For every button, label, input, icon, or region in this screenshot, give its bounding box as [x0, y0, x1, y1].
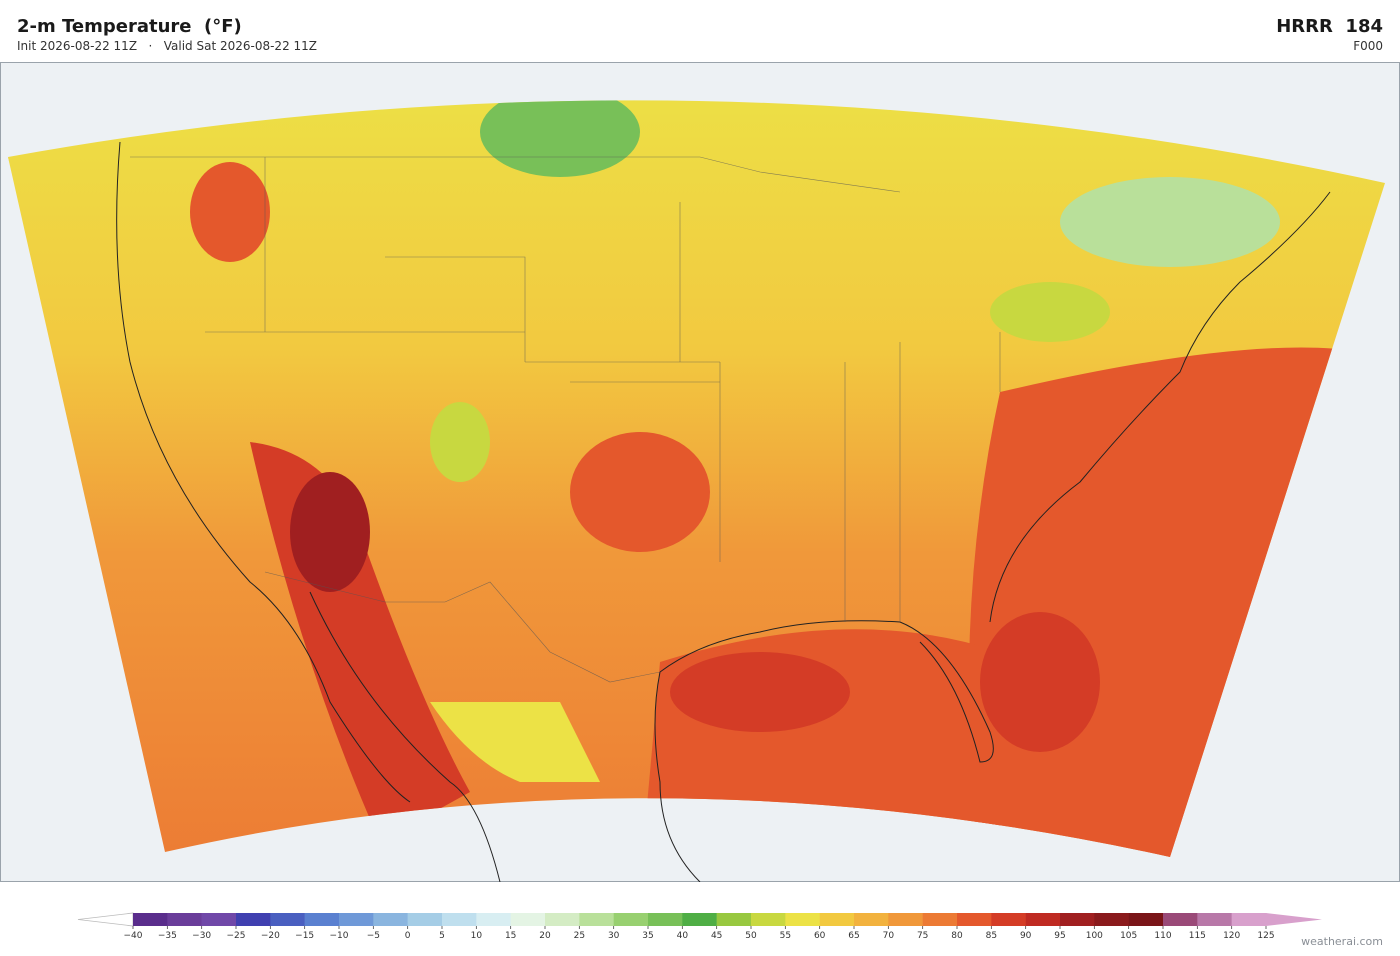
colorbar-swatch — [304, 913, 340, 926]
colorbar-tick-label: 115 — [1189, 931, 1206, 941]
colorbar-tick-label: −20 — [261, 931, 280, 941]
colorbar-tick-label: −5 — [367, 931, 380, 941]
colorbar-tick-label: 90 — [1020, 931, 1032, 941]
colorbar-tick-label: 50 — [745, 931, 757, 941]
colorbar-tick-label: 5 — [439, 931, 445, 941]
colorbar-swatch — [1060, 913, 1095, 926]
forecast-hour: F000 — [1353, 39, 1383, 53]
map-title: 2-m Temperature (°F) — [17, 16, 242, 37]
colorbar-swatch — [236, 913, 271, 926]
colorbar-tick-label: 20 — [539, 931, 551, 941]
colorbar-tick-label: 15 — [505, 931, 516, 941]
colorbar-tick-label: 120 — [1223, 931, 1240, 941]
colorbar-swatch — [442, 913, 477, 926]
credit: weatherai.com — [1301, 935, 1383, 948]
colorbar-swatch — [648, 913, 683, 926]
colorbar-tick-label: −40 — [124, 931, 143, 941]
colorbar-swatch — [270, 913, 305, 926]
temperature-field — [8, 100, 1385, 857]
colorbar-swatch — [922, 913, 958, 926]
colorbar-tick-label: 105 — [1120, 931, 1137, 941]
colorbar: −40 −35 −30 −25 −20 −15 −10 −5 0 5 10 15 20 25 30 35 40 4… — [77, 912, 1322, 941]
colorbar-tick-label: 30 — [608, 931, 620, 941]
colorbar-tick-label: −10 — [330, 931, 349, 941]
colorbar-swatch — [1197, 913, 1232, 926]
colorbar-tick-label: 85 — [986, 931, 997, 941]
colorbar-tick-label: −30 — [192, 931, 211, 941]
map — [0, 62, 1400, 882]
colorbar-swatch — [510, 913, 546, 926]
colorbar-swatch — [1163, 913, 1198, 926]
colorbar-tick-label: −35 — [158, 931, 177, 941]
colorbar-tick-label: 110 — [1154, 931, 1171, 941]
colorbar-tick-label: −25 — [227, 931, 246, 941]
colorbar-tick-label: 80 — [951, 931, 963, 941]
colorbar-swatch — [373, 913, 408, 926]
colorbar-over — [1266, 913, 1322, 926]
colorbar-swatch — [888, 913, 923, 926]
colorbar-swatch — [819, 913, 855, 926]
colorbar-swatch — [1094, 913, 1129, 926]
colorbar-swatch — [991, 913, 1026, 926]
colorbar-swatch — [201, 913, 237, 926]
colorbar-tick-label: 45 — [711, 931, 722, 941]
colorbar-swatch — [545, 913, 580, 926]
colorbar-tick-label: 55 — [780, 931, 791, 941]
colorbar-tick-label: 100 — [1086, 931, 1103, 941]
colorbar-swatch — [167, 913, 202, 926]
colorbar-swatch — [407, 913, 443, 926]
colorbar-tick-label: 75 — [917, 931, 928, 941]
colorbar-swatch — [613, 913, 649, 926]
colorbar-tick-label: 10 — [471, 931, 483, 941]
borders — [130, 156, 1001, 683]
colorbar-swatch — [133, 913, 168, 926]
coastlines — [116, 141, 1331, 882]
colorbar-swatch — [785, 913, 820, 926]
colorbar-swatch — [751, 913, 786, 926]
colorbar-tick-label: 60 — [814, 931, 826, 941]
colorbar-swatch — [682, 913, 717, 926]
colorbar-tick-label: 25 — [574, 931, 585, 941]
colorbar-tick-label: 35 — [642, 931, 653, 941]
colorbar-tick-label: 0 — [405, 931, 411, 941]
colorbar-swatch — [476, 913, 511, 926]
colorbar-swatch — [957, 913, 992, 926]
colorbar-tick-label: 40 — [677, 931, 689, 941]
colorbar-tick-label: −15 — [295, 931, 314, 941]
colorbar-tick-label: 65 — [848, 931, 859, 941]
colorbar-tick-label: 125 — [1257, 931, 1274, 941]
model-label: HRRR 184 — [1276, 16, 1383, 37]
colorbar-swatch — [716, 913, 752, 926]
colorbar-swatch — [1231, 913, 1267, 926]
colorbar-swatch — [579, 913, 614, 926]
map-subtitle: Init 2026-08-22 11Z · Valid Sat 2026-08-… — [17, 39, 318, 53]
colorbar-tick-label: 70 — [883, 931, 895, 941]
colorbar-swatch — [854, 913, 889, 926]
colorbar-under — [77, 912, 134, 927]
colorbar-swatch — [1025, 913, 1061, 926]
colorbar-tick-label: 95 — [1054, 931, 1065, 941]
colorbar-swatch — [339, 913, 374, 926]
colorbar-swatch — [1128, 913, 1164, 926]
